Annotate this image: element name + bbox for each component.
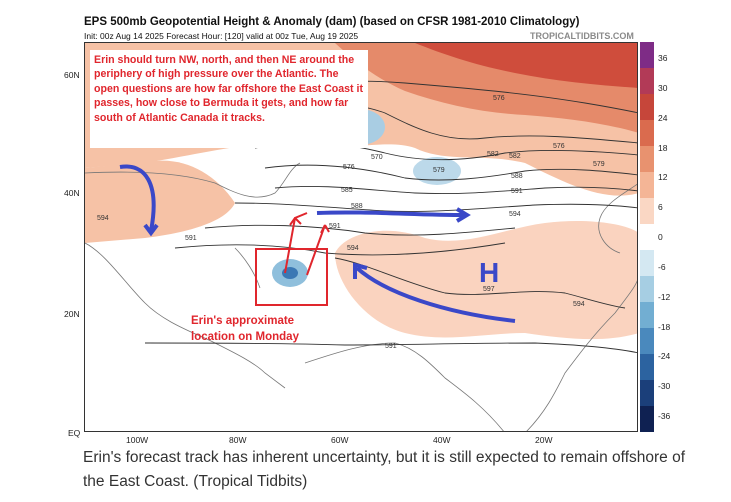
anomaly-negative-atlantic — [413, 157, 461, 185]
contour-label: 591 — [511, 188, 523, 195]
colorbar-tick-label: 18 — [658, 142, 668, 153]
contour-label: 582 — [487, 151, 499, 158]
contour-label: 579 — [593, 161, 605, 168]
colorbar-swatch — [640, 302, 654, 329]
anomaly-positive-us — [85, 160, 235, 243]
contour-label: 588 — [351, 203, 363, 210]
colorbar-swatch — [640, 42, 654, 69]
contour-label: 591 — [329, 223, 341, 230]
contour-label: 576 — [553, 143, 565, 150]
colorbar-swatch — [640, 276, 654, 303]
forecast-figure: EPS 500mb Geopotential Height & Anomaly … — [64, 16, 671, 445]
contour-label: 591 — [185, 235, 197, 242]
colorbar-tick-label: -6 — [658, 261, 666, 272]
colorbar — [640, 42, 654, 432]
colorbar-swatch — [640, 94, 654, 121]
lon-label-80w: 80W — [229, 435, 247, 445]
contour-label: 597 — [483, 286, 495, 293]
colorbar-swatch — [640, 354, 654, 381]
colorbar-swatch — [640, 250, 654, 277]
colorbar-swatch — [640, 68, 654, 95]
colorbar-swatch — [640, 172, 654, 199]
contour-label: 576 — [493, 95, 505, 102]
colorbar-swatch — [640, 120, 654, 147]
colorbar-tick-label: 30 — [658, 82, 668, 93]
figure-init-line: Init: 00z Aug 14 2025 Forecast Hour: [12… — [84, 31, 359, 41]
colorbar-swatch — [640, 198, 654, 225]
colorbar-tick-label: -30 — [658, 381, 671, 392]
lon-label-60w: 60W — [331, 435, 349, 445]
lat-label-20n: 20N — [64, 309, 80, 319]
contour-label: 594 — [97, 215, 109, 222]
anomaly-negative-erin-core — [282, 267, 298, 279]
figure-credit: TROPICALTIDBITS.COM — [530, 31, 634, 41]
colorbar-tick-label: -18 — [658, 321, 671, 332]
lat-label-60n: 60N — [64, 70, 80, 80]
steering-arrows — [119, 164, 516, 323]
colorbar-tick-label: 12 — [658, 172, 668, 183]
lon-label-100w: 100W — [126, 435, 149, 445]
colorbar-swatch — [640, 406, 654, 432]
anomaly-core-north — [415, 43, 637, 88]
colorbar-swatch — [640, 328, 654, 355]
location-annotation: Erin's approximate location on Monday — [191, 315, 299, 343]
colorbar-swatch — [640, 224, 654, 251]
contour-label: 576 — [343, 164, 355, 171]
contour-label: 585 — [341, 187, 353, 194]
lon-label-20w: 20W — [535, 435, 553, 445]
image-caption: Erin's forecast track has inherent uncer… — [83, 449, 686, 490]
contour-label: 594 — [347, 245, 359, 252]
colorbar-tick-label: -36 — [658, 411, 671, 421]
lat-label-eq: EQ — [68, 428, 81, 438]
forecast-annotation: Erin should turn NW, north, and then NE … — [90, 50, 368, 148]
forecast-track-arrows — [284, 212, 330, 276]
contour-label: 588 — [511, 173, 523, 180]
lat-label-40n: 40N — [64, 188, 80, 198]
contour-label: 570 — [371, 154, 383, 161]
colorbar-tick-label: 36 — [658, 53, 668, 63]
colorbar-tick-label: 24 — [658, 112, 668, 123]
anomaly-positive-atlantic — [335, 221, 637, 340]
colorbar-tick-label: 0 — [658, 232, 663, 242]
contour-label: 594 — [509, 211, 521, 218]
colorbar-tick-label: -24 — [658, 351, 671, 362]
figure-title: EPS 500mb Geopotential Height & Anomaly … — [84, 16, 580, 28]
contour-label: 579 — [433, 167, 445, 174]
contour-label: 582 — [509, 153, 521, 160]
colorbar-tick-label: -12 — [658, 291, 671, 302]
colorbar-swatch — [640, 380, 654, 407]
colorbar-tick-label: 6 — [658, 202, 663, 213]
colorbar-swatch — [640, 146, 654, 173]
contour-label: 594 — [573, 301, 585, 308]
lon-label-40w: 40W — [433, 435, 451, 445]
contour-label: 591 — [385, 343, 397, 350]
erin-location-box — [255, 248, 328, 306]
high-pressure-marker: H — [479, 257, 500, 288]
